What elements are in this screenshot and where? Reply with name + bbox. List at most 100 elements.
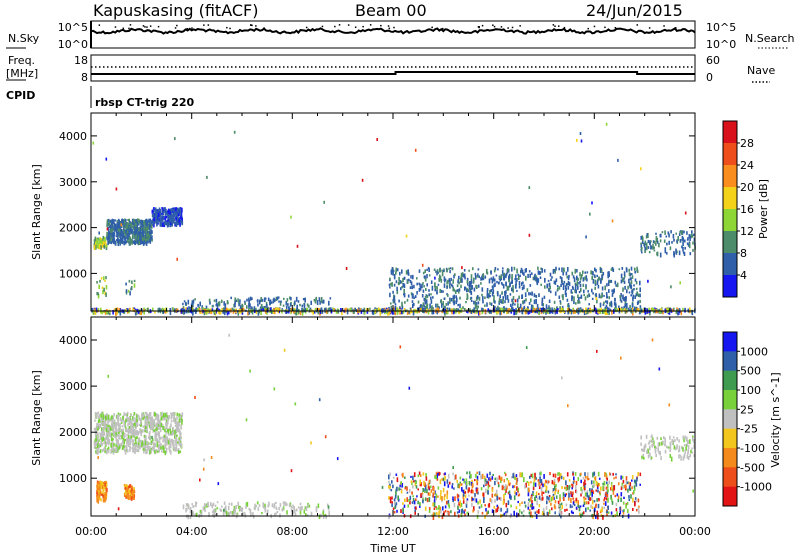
scatter-cell bbox=[418, 310, 420, 313]
scatter-cell bbox=[559, 473, 561, 477]
scatter-cell bbox=[131, 432, 133, 436]
scatter-cell bbox=[147, 237, 149, 241]
scatter-cell bbox=[449, 270, 451, 274]
scatter-cell bbox=[433, 268, 436, 271]
scatter-cell bbox=[270, 301, 273, 304]
scatter-cell bbox=[594, 279, 597, 285]
scatter-cell bbox=[503, 276, 506, 281]
scatter-cell bbox=[296, 306, 298, 310]
scatter-cell bbox=[542, 306, 544, 311]
scatter-cell bbox=[588, 293, 590, 296]
scatter-cell bbox=[671, 241, 673, 244]
scatter-cell bbox=[136, 414, 138, 418]
scatter-cell bbox=[179, 440, 182, 444]
scatter-cell bbox=[493, 278, 496, 282]
scatter-cell bbox=[443, 297, 446, 300]
scatter-cell bbox=[455, 474, 457, 480]
scatter-cell bbox=[112, 416, 115, 421]
scatter-cell bbox=[161, 450, 163, 453]
scatter-cell bbox=[128, 490, 131, 494]
scatter-cell bbox=[407, 272, 410, 276]
nsearch-label: N.Search bbox=[745, 32, 795, 45]
scatter-cell bbox=[235, 505, 238, 510]
scatter-cell bbox=[102, 494, 104, 498]
scatter-cell bbox=[129, 220, 131, 224]
scatter-cell bbox=[521, 310, 523, 314]
scatter-cell bbox=[418, 288, 421, 292]
scatter-cell bbox=[232, 513, 234, 517]
scatter-cell bbox=[584, 497, 587, 500]
scatter-cell bbox=[450, 277, 452, 281]
scatter-cell bbox=[476, 514, 479, 519]
scatter-cell bbox=[292, 510, 295, 515]
scatter-cell bbox=[117, 449, 119, 453]
scatter-cell bbox=[491, 488, 494, 493]
scatter-cell bbox=[503, 272, 506, 278]
scatter-cell bbox=[110, 235, 112, 240]
scatter-cell bbox=[596, 299, 598, 304]
scatter-cell bbox=[419, 283, 421, 287]
scatter-cell bbox=[677, 310, 680, 315]
scatter-cell bbox=[562, 492, 565, 497]
scatter-cell bbox=[130, 435, 132, 439]
scatter-cell bbox=[528, 487, 530, 491]
scatter-cell bbox=[162, 436, 164, 439]
scatter-cell bbox=[148, 432, 151, 437]
scatter-cell bbox=[127, 289, 130, 293]
scatter-cell bbox=[105, 434, 108, 438]
scatter-cell bbox=[133, 495, 135, 498]
scatter-cell bbox=[499, 294, 501, 298]
scatter-cell bbox=[466, 498, 469, 501]
scatter-cell-sparse bbox=[611, 219, 614, 223]
scatter-cell bbox=[463, 269, 466, 272]
scatter-cell bbox=[125, 237, 127, 240]
scatter-cell bbox=[563, 268, 565, 273]
scatter-cell bbox=[325, 514, 327, 519]
scatter-cell bbox=[396, 268, 399, 272]
scatter-cell bbox=[392, 476, 395, 479]
scatter-cell bbox=[665, 235, 668, 238]
scatter-cell bbox=[574, 283, 577, 289]
scatter-cell bbox=[610, 268, 613, 271]
scatter-cell bbox=[466, 295, 469, 300]
noise-search-dot bbox=[207, 24, 210, 26]
scatter-cell bbox=[167, 210, 169, 214]
scatter-cell bbox=[115, 235, 118, 238]
scatter-cell bbox=[493, 295, 495, 300]
scatter-cell bbox=[639, 293, 641, 298]
scatter-cell bbox=[173, 430, 175, 434]
scatter-cell bbox=[652, 246, 654, 250]
scatter-cell bbox=[155, 432, 158, 437]
scatter-cell bbox=[149, 236, 151, 242]
scatter-cell bbox=[119, 239, 121, 243]
scatter-cell bbox=[396, 310, 399, 315]
scatter-cell bbox=[423, 304, 425, 308]
scatter-cell bbox=[571, 505, 573, 508]
scatter-cell bbox=[315, 297, 317, 301]
scatter-cell bbox=[235, 299, 237, 302]
scatter-cell bbox=[96, 292, 98, 296]
scatter-cell bbox=[436, 291, 438, 295]
scatter-cell bbox=[523, 272, 525, 276]
scatter-cell bbox=[319, 310, 322, 314]
scatter-cell bbox=[593, 471, 596, 476]
scatter-cell bbox=[454, 290, 457, 294]
scatter-cell bbox=[490, 277, 493, 280]
scatter-cell bbox=[129, 430, 132, 434]
scatter-cell bbox=[103, 245, 106, 249]
scatter-cell bbox=[611, 488, 614, 492]
scatter-cell bbox=[666, 242, 668, 246]
scatter-cell bbox=[511, 266, 513, 272]
scatter-cell bbox=[218, 308, 220, 311]
scatter-cell bbox=[591, 275, 593, 280]
scatter-cell bbox=[502, 298, 504, 304]
scatter-cell bbox=[137, 441, 140, 445]
scatter-cell bbox=[538, 484, 541, 490]
scatter-cell bbox=[399, 280, 402, 284]
scatter-cell bbox=[638, 510, 640, 514]
scatter-cell bbox=[585, 275, 588, 279]
scatter-cell bbox=[112, 423, 115, 428]
scatter-cell bbox=[554, 291, 557, 296]
freq-unit-label: [MHz] bbox=[6, 67, 38, 80]
scatter-cell bbox=[137, 310, 140, 315]
